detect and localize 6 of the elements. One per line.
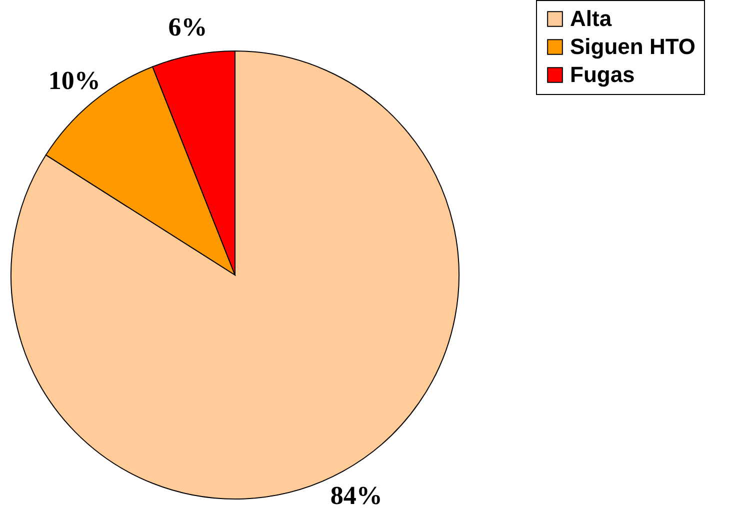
legend-label: Fugas: [570, 62, 635, 87]
data-label: 84%: [330, 480, 382, 510]
data-label: 10%: [48, 66, 100, 95]
data-label: 6%: [168, 12, 208, 42]
legend-label: Alta: [570, 6, 612, 31]
legend-label: Siguen HTO: [570, 34, 696, 59]
